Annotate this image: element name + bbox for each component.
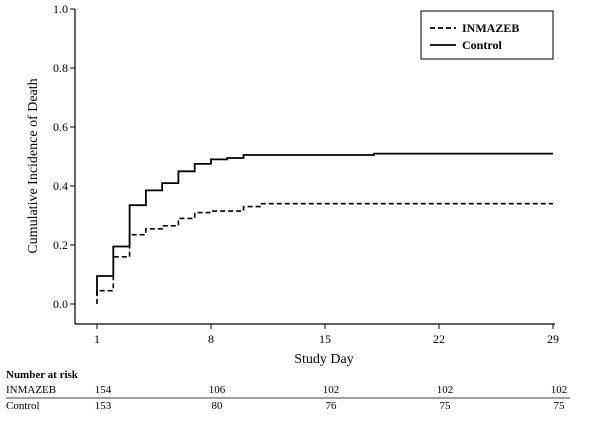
- y-axis-title: Cumulative Incidence of Death: [26, 78, 41, 253]
- y-tick-label: 0.8: [53, 61, 68, 75]
- x-tick-label: 1: [94, 332, 100, 346]
- legend-box: [420, 10, 554, 60]
- risk-row-label-control: Control: [6, 400, 40, 412]
- risk-cell: 80: [212, 400, 224, 412]
- risk-cell: 154: [95, 384, 112, 396]
- x-axis-title: Study Day: [294, 352, 354, 367]
- x-tick-label: 15: [319, 332, 331, 346]
- risk-cell: 102: [437, 384, 454, 396]
- plot-area: 0.0 0.2 0.4 0.6 0.8 1.0 1 8 15 22 29: [53, 2, 559, 346]
- legend-label-inmazeb: INMAZEB: [462, 21, 519, 35]
- risk-row-label-inmazeb: INMAZEB: [6, 384, 56, 396]
- series-line-inmazeb: [96, 202, 553, 304]
- risk-cell: 75: [554, 400, 566, 412]
- risk-table: Number at risk INMAZEB Control 154 106 102…: [6, 369, 570, 412]
- risk-cell: 75: [440, 400, 452, 412]
- x-tick-label: 29: [547, 332, 559, 346]
- y-tick-label: 0.0: [53, 297, 68, 311]
- x-tick-label: 8: [208, 332, 214, 346]
- y-tick-label: 0.4: [53, 179, 68, 193]
- legend-label-control: Control: [462, 38, 502, 52]
- risk-cell: 106: [209, 384, 226, 396]
- legend: INMAZEB Control: [420, 10, 554, 60]
- series-line-control: [96, 152, 553, 296]
- risk-cell: 102: [323, 384, 340, 396]
- risk-table-title: Number at risk: [6, 369, 79, 381]
- y-tick-label: 1.0: [53, 2, 68, 16]
- y-tick-label: 0.6: [53, 120, 68, 134]
- risk-cell: 76: [326, 400, 338, 412]
- risk-cell: 102: [551, 384, 568, 396]
- x-tick-label: 22: [433, 332, 445, 346]
- y-tick-label: 0.2: [53, 238, 68, 252]
- risk-cell: 153: [95, 400, 112, 412]
